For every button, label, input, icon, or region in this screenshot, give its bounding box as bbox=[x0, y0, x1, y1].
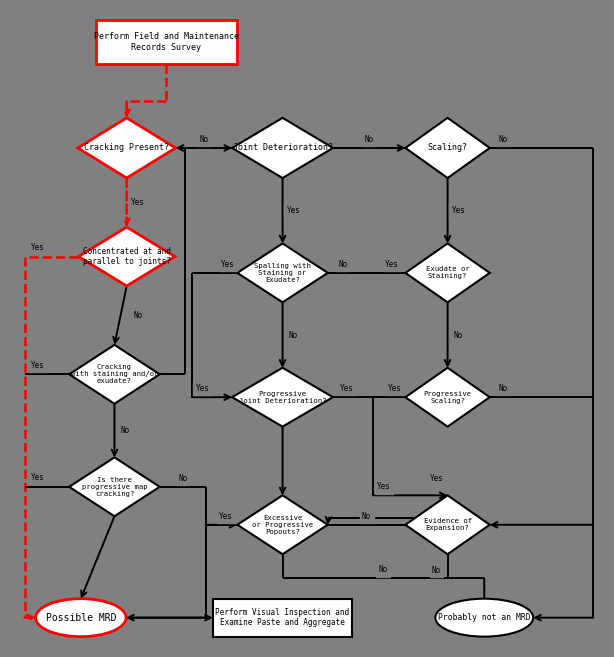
Polygon shape bbox=[405, 244, 490, 302]
Text: Yes: Yes bbox=[385, 260, 399, 269]
Text: Yes: Yes bbox=[387, 384, 402, 393]
Polygon shape bbox=[232, 368, 333, 426]
Text: Joint Deterioration?: Joint Deterioration? bbox=[233, 143, 333, 152]
Polygon shape bbox=[405, 495, 490, 555]
Text: Possible MRD: Possible MRD bbox=[45, 613, 116, 623]
Polygon shape bbox=[405, 118, 490, 178]
FancyBboxPatch shape bbox=[213, 599, 352, 637]
Text: No: No bbox=[338, 260, 348, 269]
Polygon shape bbox=[238, 244, 328, 302]
Text: No: No bbox=[289, 330, 298, 340]
FancyBboxPatch shape bbox=[96, 20, 237, 64]
Text: Exudate or
Staining?: Exudate or Staining? bbox=[426, 266, 470, 279]
Ellipse shape bbox=[36, 599, 126, 637]
Polygon shape bbox=[238, 495, 328, 555]
Text: No: No bbox=[432, 566, 441, 575]
Text: Evidence of
Expansion?: Evidence of Expansion? bbox=[424, 518, 472, 532]
Polygon shape bbox=[79, 227, 175, 286]
Text: Yes: Yes bbox=[131, 198, 145, 207]
Text: Yes: Yes bbox=[340, 384, 354, 393]
Text: Yes: Yes bbox=[31, 243, 45, 252]
Text: Yes: Yes bbox=[31, 473, 45, 482]
Polygon shape bbox=[69, 457, 160, 516]
Ellipse shape bbox=[435, 599, 533, 637]
Text: Yes: Yes bbox=[195, 384, 209, 393]
Text: No: No bbox=[121, 426, 130, 435]
Text: Yes: Yes bbox=[377, 482, 391, 491]
Text: Progressive
Scaling?: Progressive Scaling? bbox=[424, 391, 472, 403]
Text: Yes: Yes bbox=[221, 260, 235, 269]
Text: Yes: Yes bbox=[452, 206, 465, 215]
Text: No: No bbox=[454, 330, 463, 340]
Text: Excessive
or Progressive
Popouts?: Excessive or Progressive Popouts? bbox=[252, 515, 313, 535]
Text: No: No bbox=[178, 474, 187, 483]
Text: Concentrated at and
parallel to joints?: Concentrated at and parallel to joints? bbox=[83, 247, 171, 266]
Text: No: No bbox=[133, 311, 142, 320]
Text: No: No bbox=[499, 384, 508, 393]
Text: Cracking
with staining and/or
exudate?: Cracking with staining and/or exudate? bbox=[71, 364, 158, 384]
Polygon shape bbox=[405, 368, 490, 426]
Text: No: No bbox=[199, 135, 209, 144]
Polygon shape bbox=[69, 345, 160, 404]
Text: Yes: Yes bbox=[219, 512, 233, 521]
Polygon shape bbox=[78, 118, 176, 178]
Text: No: No bbox=[365, 135, 374, 144]
Text: No: No bbox=[362, 512, 371, 521]
Text: Progressive
Joint Deterioration?: Progressive Joint Deterioration? bbox=[239, 391, 326, 403]
Text: Perform Field and Maintenance
Records Survey: Perform Field and Maintenance Records Su… bbox=[94, 32, 239, 52]
Text: Yes: Yes bbox=[31, 361, 45, 370]
Text: No: No bbox=[499, 135, 508, 144]
Text: Is there
progressive map
cracking?: Is there progressive map cracking? bbox=[82, 477, 147, 497]
Text: Perform Visual Inspection and
Examine Paste and Aggregate: Perform Visual Inspection and Examine Pa… bbox=[216, 608, 349, 627]
Text: Cracking Present?: Cracking Present? bbox=[84, 143, 169, 152]
Text: Scaling?: Scaling? bbox=[427, 143, 468, 152]
Text: No: No bbox=[379, 566, 388, 574]
Text: Yes: Yes bbox=[287, 206, 300, 215]
Text: Probably not an MRD: Probably not an MRD bbox=[438, 613, 530, 622]
Polygon shape bbox=[232, 118, 333, 178]
Text: Yes: Yes bbox=[430, 474, 443, 484]
Text: Spalling with
Staining or
Exudate?: Spalling with Staining or Exudate? bbox=[254, 263, 311, 283]
